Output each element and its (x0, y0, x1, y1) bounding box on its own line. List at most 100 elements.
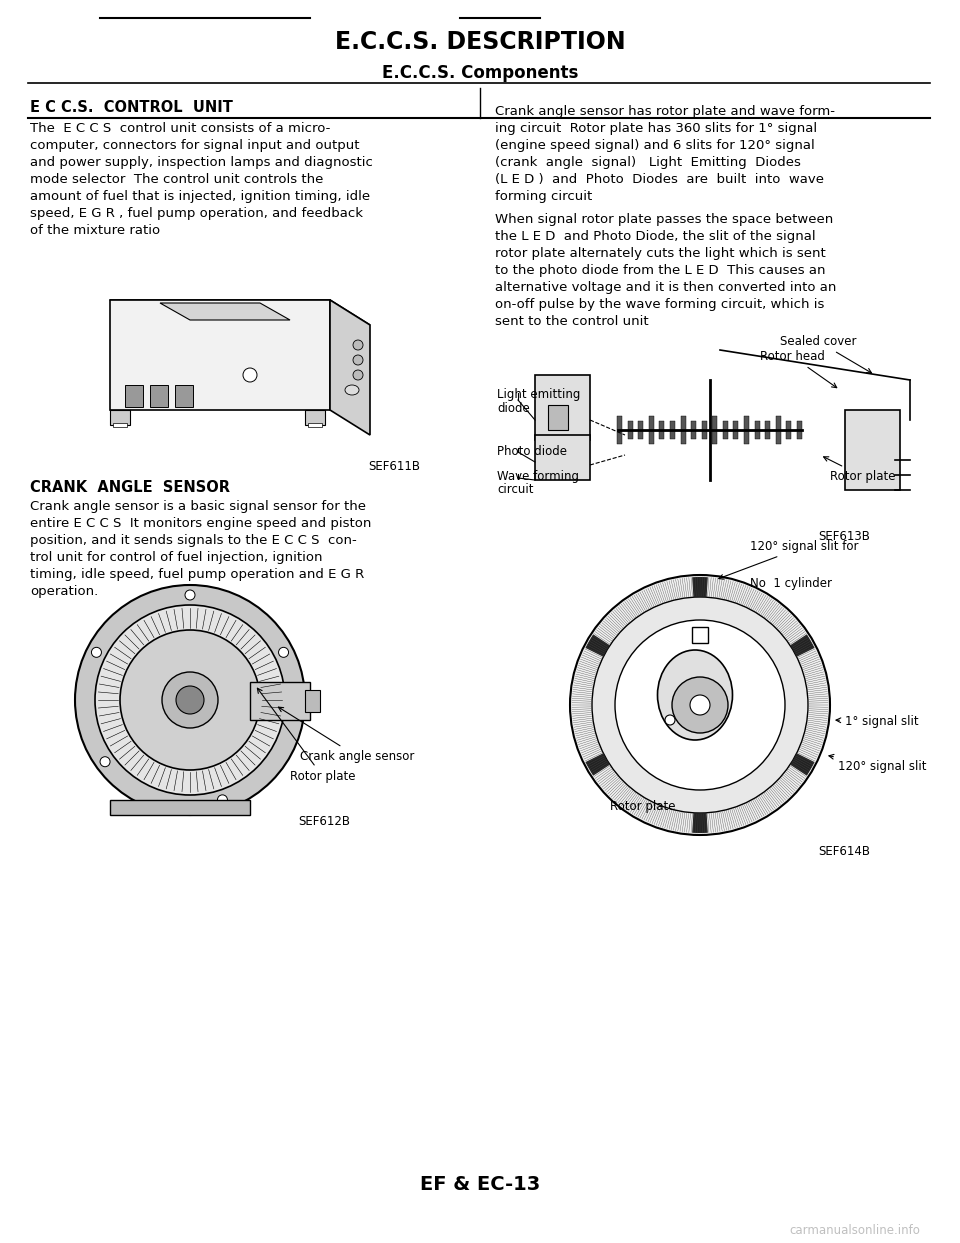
Text: E.C.C.S. DESCRIPTION: E.C.C.S. DESCRIPTION (335, 30, 625, 53)
Bar (113, 423, 127, 428)
Bar (638, 421, 643, 439)
Circle shape (592, 597, 808, 813)
Bar (660, 421, 664, 439)
Circle shape (278, 648, 289, 658)
Text: speed, E G R , fuel pump operation, and feedback: speed, E G R , fuel pump operation, and … (30, 208, 363, 220)
Bar (692, 626, 708, 643)
Text: carmanualsonline.info: carmanualsonline.info (789, 1223, 920, 1237)
Text: Rotor head: Rotor head (760, 351, 837, 388)
Bar (797, 421, 802, 439)
Bar (308, 423, 322, 428)
Text: diode: diode (497, 401, 530, 415)
Text: forming circuit: forming circuit (495, 190, 592, 203)
Text: (L E D )  and  Photo  Diodes  are  built  into  wave: (L E D ) and Photo Diodes are built into… (495, 173, 824, 186)
Circle shape (100, 757, 110, 767)
Text: When signal rotor plate passes the space between: When signal rotor plate passes the space… (495, 213, 833, 226)
Wedge shape (692, 813, 708, 833)
Text: and power supply, inspection lamps and diagnostic: and power supply, inspection lamps and d… (30, 157, 372, 169)
Text: mode selector  The control unit controls the: mode selector The control unit controls … (30, 173, 324, 186)
Wedge shape (692, 577, 708, 597)
Text: (engine speed signal) and 6 slits for 120° signal: (engine speed signal) and 6 slits for 12… (495, 139, 815, 152)
Circle shape (353, 341, 363, 351)
Circle shape (353, 370, 363, 380)
Bar (845, 410, 900, 490)
Polygon shape (160, 303, 290, 319)
Text: SEF613B: SEF613B (818, 530, 870, 543)
Polygon shape (305, 410, 325, 425)
Text: SEF614B: SEF614B (818, 845, 870, 858)
Wedge shape (586, 753, 610, 776)
Circle shape (665, 715, 675, 725)
Circle shape (162, 672, 218, 728)
Bar (691, 421, 696, 439)
Text: of the mixture ratio: of the mixture ratio (30, 224, 160, 237)
Bar (548, 405, 568, 430)
Bar (649, 416, 654, 444)
Polygon shape (110, 300, 330, 410)
Text: operation.: operation. (30, 585, 98, 598)
Bar (776, 416, 780, 444)
Bar (723, 421, 728, 439)
Ellipse shape (345, 385, 359, 395)
Bar (305, 690, 320, 712)
Wedge shape (790, 753, 814, 776)
Polygon shape (110, 410, 130, 425)
Bar (744, 416, 749, 444)
Text: to the photo diode from the L E D  This causes an: to the photo diode from the L E D This c… (495, 264, 826, 277)
Ellipse shape (658, 650, 732, 740)
Bar (175, 385, 193, 406)
Text: Photo diode: Photo diode (497, 445, 567, 457)
Text: 120° signal slit for: 120° signal slit for (719, 539, 858, 579)
Text: alternative voltage and it is then converted into an: alternative voltage and it is then conve… (495, 281, 836, 295)
Text: position, and it sends signals to the E C C S  con-: position, and it sends signals to the E … (30, 534, 357, 547)
Circle shape (570, 576, 830, 835)
Bar (681, 416, 685, 444)
Circle shape (353, 355, 363, 365)
Text: trol unit for control of fuel injection, ignition: trol unit for control of fuel injection,… (30, 551, 323, 564)
Bar (535, 375, 590, 440)
Circle shape (185, 590, 195, 600)
Text: on-off pulse by the wave forming circuit, which is: on-off pulse by the wave forming circuit… (495, 298, 825, 311)
Text: the L E D  and Photo Diode, the slit of the signal: the L E D and Photo Diode, the slit of t… (495, 230, 816, 242)
Text: amount of fuel that is injected, ignition timing, idle: amount of fuel that is injected, ignitio… (30, 190, 371, 203)
Text: Sealed cover: Sealed cover (780, 336, 872, 373)
Wedge shape (790, 634, 814, 656)
Text: entire E C C S  It monitors engine speed and piston: entire E C C S It monitors engine speed … (30, 517, 372, 530)
Text: Rotor plate: Rotor plate (257, 689, 355, 783)
Text: rotor plate alternately cuts the light which is sent: rotor plate alternately cuts the light w… (495, 247, 826, 260)
Text: sent to the control unit: sent to the control unit (495, 314, 649, 328)
Text: SEF612B: SEF612B (298, 815, 350, 828)
Wedge shape (586, 634, 610, 656)
Text: Crank angle sensor: Crank angle sensor (278, 707, 415, 763)
Circle shape (176, 686, 204, 713)
Circle shape (615, 620, 785, 791)
Bar (670, 421, 675, 439)
Text: No  1 cylinder: No 1 cylinder (750, 577, 832, 590)
Text: Light emitting: Light emitting (497, 388, 581, 401)
Circle shape (218, 794, 228, 805)
Text: SEF611B: SEF611B (368, 460, 420, 474)
Text: Wave forming: Wave forming (497, 470, 579, 484)
Bar (617, 416, 622, 444)
Bar (755, 421, 759, 439)
Text: 1° signal slit: 1° signal slit (836, 715, 919, 728)
Circle shape (91, 648, 102, 658)
Bar (786, 421, 791, 439)
Circle shape (690, 695, 710, 715)
Text: Crank angle sensor is a basic signal sensor for the: Crank angle sensor is a basic signal sen… (30, 500, 366, 513)
Text: CRANK  ANGLE  SENSOR: CRANK ANGLE SENSOR (30, 480, 230, 495)
Text: (crank  angle  signal)   Light  Emitting  Diodes: (crank angle signal) Light Emitting Diod… (495, 157, 801, 169)
Circle shape (75, 585, 305, 815)
Text: Rotor plate: Rotor plate (824, 457, 896, 484)
FancyBboxPatch shape (250, 682, 310, 720)
Text: E C C.S.  CONTROL  UNIT: E C C.S. CONTROL UNIT (30, 99, 233, 116)
Text: 120° signal slit: 120° signal slit (828, 755, 926, 773)
Text: computer, connectors for signal input and output: computer, connectors for signal input an… (30, 139, 359, 152)
Circle shape (243, 368, 257, 382)
Text: E.C.C.S. Components: E.C.C.S. Components (382, 63, 578, 82)
Text: Rotor plate: Rotor plate (610, 800, 676, 813)
Polygon shape (330, 300, 370, 435)
Polygon shape (110, 300, 370, 324)
Polygon shape (110, 800, 250, 815)
Circle shape (120, 630, 260, 769)
